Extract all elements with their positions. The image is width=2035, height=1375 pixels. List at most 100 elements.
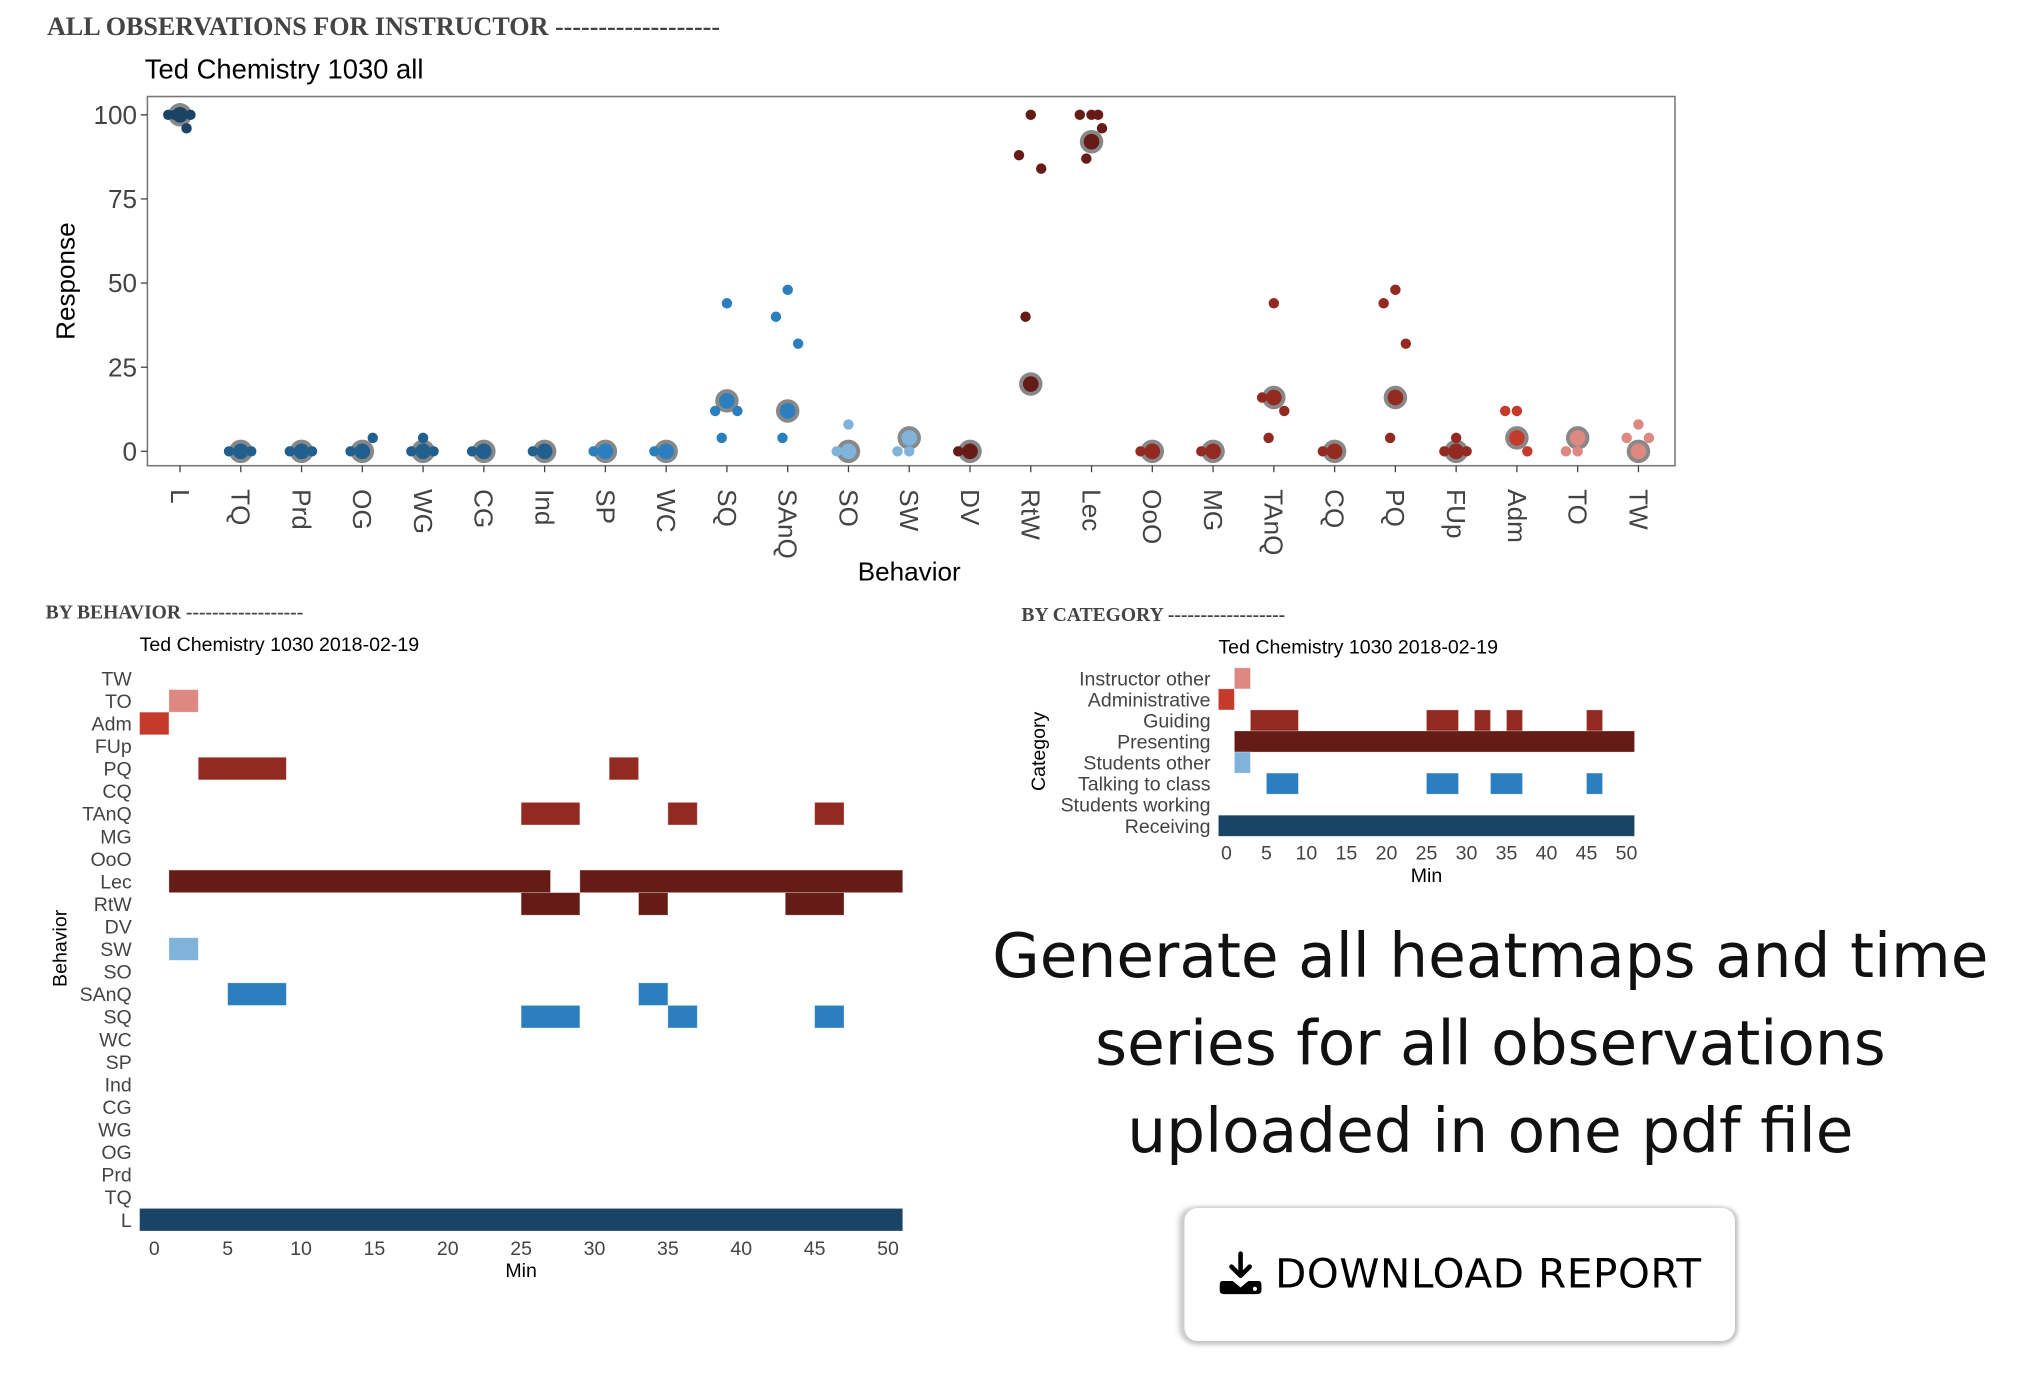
behavior-heatmap: TWTOAdmFUpPQCQTAnQMGOoOLecRtWDVSWSOSAnQS…: [50, 668, 904, 1282]
heat-cell: [638, 892, 669, 916]
x-tick-label: 0: [149, 1238, 160, 1260]
mean-point: [232, 443, 249, 460]
data-point: [223, 446, 235, 457]
heat-cell: [667, 1005, 698, 1029]
x-tick-label: SW: [894, 489, 924, 531]
row-label: SQ: [104, 1007, 132, 1029]
data-point: [782, 284, 793, 296]
data-point: [367, 432, 378, 444]
heat-cell: [1218, 688, 1235, 711]
x-tick-label: SQ: [712, 489, 742, 527]
data-point: [892, 446, 903, 457]
download-report-label: DOWNLOAD REPORT: [1275, 1251, 1702, 1298]
data-point: [1092, 109, 1104, 121]
heat-cell: [168, 937, 199, 961]
data-point: [831, 446, 842, 457]
data-point: [649, 446, 660, 457]
row-label: TAnQ: [82, 804, 132, 826]
data-point: [1196, 446, 1207, 457]
download-report-button[interactable]: DOWNLOAD REPORT: [1184, 1207, 1735, 1342]
heat-cell: [814, 802, 845, 826]
data-point: [716, 432, 727, 444]
heat-cell: [197, 756, 287, 781]
data-point: [721, 298, 733, 309]
heat-cell: [1234, 667, 1251, 690]
x-axis-label: Min: [1411, 865, 1443, 887]
data-point: [428, 446, 439, 457]
row-label: Students other: [1083, 753, 1211, 775]
heat-cell: [1506, 709, 1523, 732]
scatter-title: Ted Chemistry 1030 all: [144, 54, 424, 85]
row-label: SAnQ: [80, 984, 132, 1006]
row-label: Instructor other: [1079, 668, 1211, 690]
x-tick-label: 0: [1221, 843, 1232, 865]
mean-point: [719, 393, 735, 409]
row-label: PQ: [104, 759, 132, 781]
y-axis-label: Response: [50, 222, 80, 339]
data-point: [1499, 405, 1511, 417]
mean-point: [962, 443, 978, 460]
x-tick-label: 10: [1296, 843, 1318, 865]
data-point: [1317, 446, 1329, 457]
behavior-heatmap-title: Ted Chemistry 1030 2018-02-19: [139, 633, 420, 657]
row-label: CG: [102, 1097, 131, 1119]
data-point: [709, 405, 721, 417]
row-label: Adm: [92, 713, 132, 735]
mean-point: [658, 443, 674, 460]
row-label: Lec: [100, 871, 132, 893]
x-tick-label: TQ: [226, 489, 256, 525]
heat-cell: [168, 869, 551, 894]
data-point: [1439, 446, 1450, 457]
row-label: TO: [105, 691, 132, 713]
mean-point: [1144, 443, 1161, 460]
x-tick-label: 30: [1456, 843, 1478, 865]
mean-point: [597, 443, 614, 460]
data-point: [1621, 432, 1632, 444]
data-point: [843, 419, 854, 430]
data-point: [527, 446, 539, 457]
data-point: [1013, 149, 1025, 161]
row-label: Students working: [1061, 795, 1211, 817]
x-tick-label: 45: [804, 1238, 826, 1260]
x-axis-label: Min: [505, 1260, 537, 1282]
x-tick-label: Adm: [1502, 489, 1532, 543]
heat-cell: [1474, 709, 1491, 732]
y-tick-label: 50: [108, 268, 137, 298]
mean-point: [1022, 376, 1039, 392]
heat-cell: [638, 982, 669, 1006]
x-tick-label: Ind: [529, 489, 559, 525]
mean-point: [172, 106, 188, 123]
heat-cell: [1586, 772, 1603, 795]
heat-cell: [1586, 709, 1603, 732]
y-axis-label: Category: [1028, 712, 1050, 792]
row-label: OoO: [90, 849, 131, 871]
row-label: WG: [98, 1120, 132, 1142]
data-point: [1572, 446, 1583, 457]
x-tick-label: 50: [877, 1238, 899, 1260]
category-heatmap: Instructor otherAdministrativeGuidingPre…: [1028, 667, 1638, 887]
data-point: [306, 446, 318, 457]
mean-point: [1448, 443, 1464, 460]
data-point: [1096, 123, 1108, 134]
heat-cell: [520, 802, 581, 826]
row-label: WC: [99, 1029, 132, 1051]
mean-point: [293, 443, 310, 460]
mean-point: [1569, 430, 1586, 446]
mean-point: [1266, 389, 1282, 406]
data-point: [1035, 163, 1047, 174]
data-point: [1268, 298, 1280, 309]
data-point: [1025, 109, 1036, 121]
x-tick-label: PQ: [1380, 489, 1410, 527]
heat-cell: [139, 1208, 904, 1232]
heat-cell: [1490, 772, 1523, 795]
mean-point: [415, 443, 431, 460]
heat-cell: [814, 1005, 845, 1029]
y-tick-label: 25: [108, 352, 137, 382]
x-tick-label: 45: [1576, 843, 1598, 865]
row-label: CQ: [102, 781, 131, 803]
x-tick-label: SO: [833, 489, 863, 527]
row-label: TW: [101, 668, 132, 690]
data-point: [1511, 405, 1523, 417]
mean-point: [1205, 443, 1221, 460]
data-point: [777, 432, 788, 444]
